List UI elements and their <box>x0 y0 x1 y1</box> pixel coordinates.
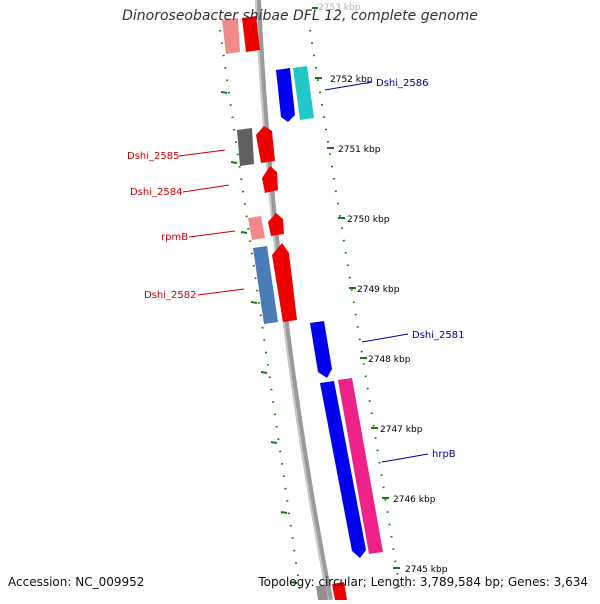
gene-dshi-2586-blue[interactable] <box>276 68 295 122</box>
gene-dshi-2584[interactable] <box>262 166 278 193</box>
left-ruler-tick <box>260 371 268 374</box>
gene-bottom-gray[interactable] <box>316 585 328 600</box>
leader-hrpb <box>381 453 429 463</box>
tick-label-2747: 2747 kbp <box>380 425 423 435</box>
left-ruler-tick <box>290 581 298 584</box>
gene-blue-long[interactable] <box>320 381 366 558</box>
leader-dshi-2584 <box>182 184 230 193</box>
gene-bottom-red[interactable] <box>332 582 347 600</box>
left-ruler-tick <box>230 161 238 164</box>
tick-label-2752: 2752 kbp <box>330 75 373 85</box>
left-ruler-tick <box>250 301 258 304</box>
plus-strand-genes <box>222 16 297 324</box>
left-ruler <box>219 29 301 591</box>
label-dshi-2582[interactable]: Dshi_2582 <box>144 290 196 301</box>
label-dshi-2584[interactable]: Dshi_2584 <box>130 187 182 198</box>
label-hrpb[interactable]: hrpB <box>432 449 456 460</box>
tick-label-2753: 2753 kbp <box>318 3 361 13</box>
label-dshi-2586[interactable]: Dshi_2586 <box>376 78 428 89</box>
leader-dshi-2585 <box>178 149 226 157</box>
leader-dshi-2586 <box>324 81 373 91</box>
genome-stats-text: Topology: circular; Length: 3,789,584 bp… <box>258 575 588 589</box>
tick-label-2749: 2749 kbp <box>357 285 400 295</box>
tick-label-2751: 2751 kbp <box>338 145 381 155</box>
tick-label-2748: 2748 kbp <box>368 355 411 365</box>
gene-rpmb[interactable] <box>248 216 265 240</box>
gene-dshi-2585[interactable] <box>237 128 254 166</box>
leader-dshi-2582 <box>197 288 245 296</box>
gene-rpmb-neighbor[interactable] <box>268 213 284 236</box>
gene-top-partial-light[interactable] <box>222 18 240 54</box>
gene-dshi-2582[interactable] <box>253 246 278 324</box>
gene-dshi-2582-neighbor[interactable] <box>272 243 297 322</box>
gene-dshi-2581[interactable] <box>310 321 332 378</box>
label-rpmb[interactable]: rpmB <box>161 232 188 243</box>
gene-dshi-2586[interactable] <box>293 66 314 120</box>
leader-dshi-2581 <box>361 333 409 343</box>
tick-label-2750: 2750 kbp <box>347 215 390 225</box>
genome-title: Dinoroseobacter shibae DFL 12, complete … <box>122 8 478 24</box>
gene-top-partial-red[interactable] <box>242 16 260 52</box>
tick-labels: 2753 kbp 2752 kbp 2751 kbp 2750 kbp 2749… <box>318 3 448 575</box>
label-dshi-2581[interactable]: Dshi_2581 <box>412 330 464 341</box>
left-ruler-tick <box>270 441 278 444</box>
left-ruler-ticks <box>220 91 298 584</box>
minus-strand-genes <box>276 66 383 600</box>
accession-text: Accession: NC_009952 <box>8 575 145 589</box>
left-ruler-tick <box>280 511 288 514</box>
tick-label-2745: 2745 kbp <box>405 565 448 575</box>
left-ruler-tick <box>220 91 228 94</box>
tick-label-2746: 2746 kbp <box>393 495 436 505</box>
gene-dshi-2585-neighbor[interactable] <box>256 126 275 163</box>
right-ruler-ticks <box>312 7 400 569</box>
right-ruler <box>309 7 401 591</box>
label-dshi-2585[interactable]: Dshi_2585 <box>127 151 179 162</box>
gene-hrpb[interactable] <box>338 378 383 554</box>
gene-labels: Dshi_2586 Dshi_2585 Dshi_2584 rpmB Dshi_… <box>127 78 464 463</box>
left-ruler-tick <box>240 231 248 234</box>
leader-rpmb <box>188 230 236 238</box>
